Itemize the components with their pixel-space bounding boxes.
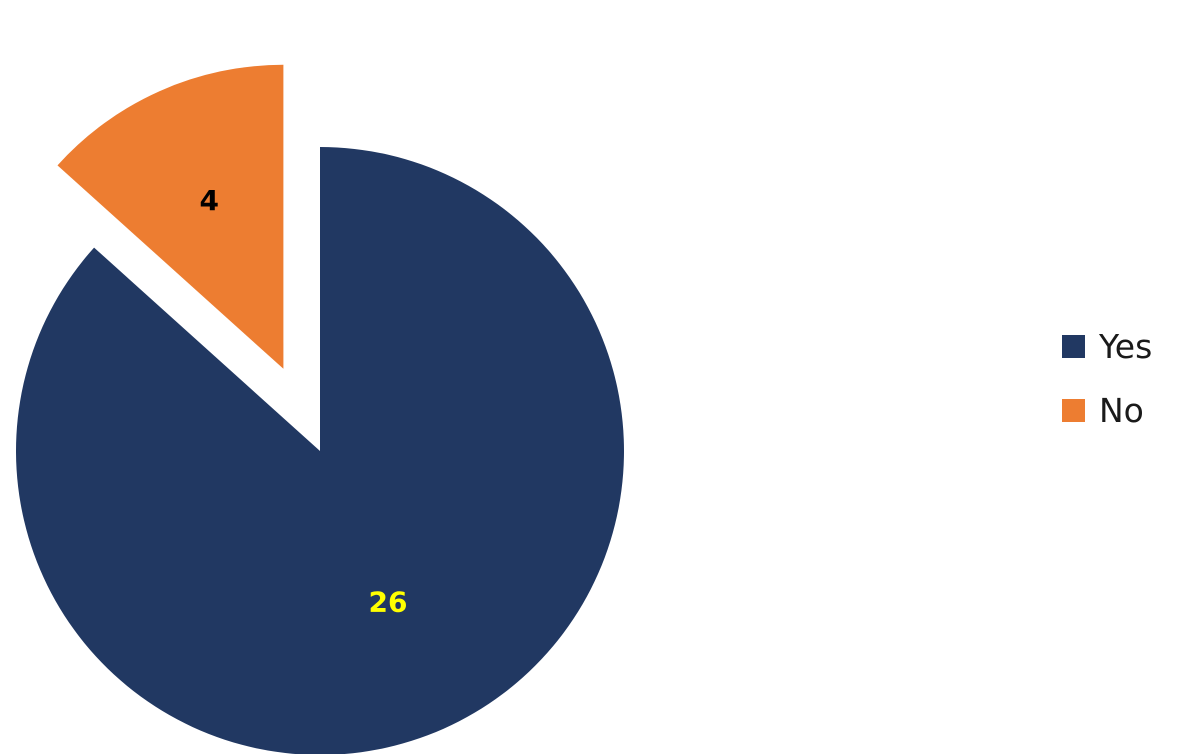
legend-swatch-no bbox=[1062, 398, 1085, 422]
chart-legend: Yes No bbox=[1062, 322, 1152, 434]
legend-label-no: No bbox=[1099, 390, 1144, 430]
legend-swatch-yes bbox=[1062, 334, 1085, 358]
legend-label-yes: Yes bbox=[1099, 326, 1153, 366]
pie-slice-no bbox=[57, 64, 284, 369]
legend-item-yes: Yes bbox=[1062, 322, 1152, 370]
legend-item-no: No bbox=[1062, 386, 1152, 434]
pie-slice-yes bbox=[16, 147, 624, 754]
slice-label-no: 4 bbox=[199, 184, 218, 217]
slice-label-yes: 26 bbox=[369, 586, 408, 619]
